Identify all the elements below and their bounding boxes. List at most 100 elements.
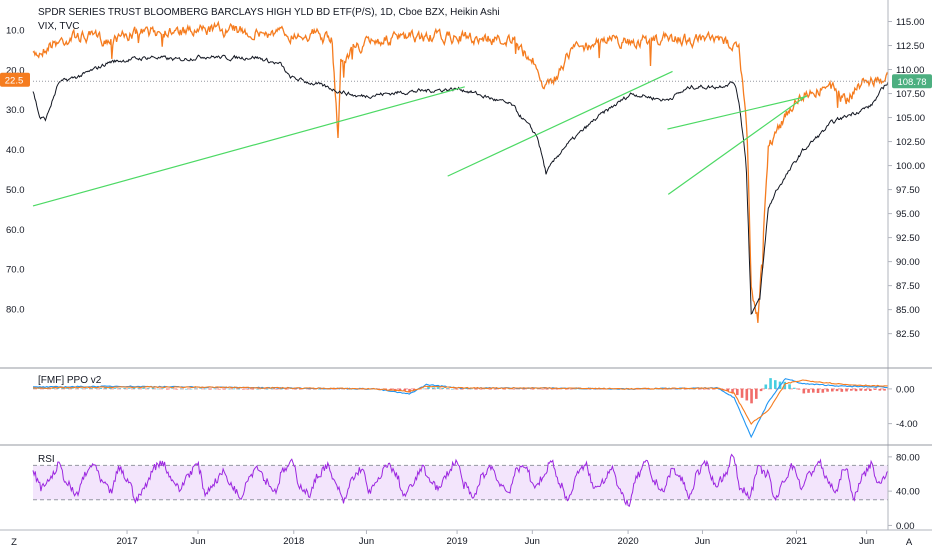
vix-last-badge: 22.5 <box>0 72 30 87</box>
vix-last-badge-text: 22.5 <box>5 75 24 86</box>
ppo-histogram-bar <box>812 388 815 393</box>
ppo-histogram-bar <box>208 388 212 390</box>
time-axis-tick-label: 2020 <box>618 536 639 547</box>
ppo-histogram-bar <box>104 387 107 389</box>
ppo-histogram-bar <box>512 388 516 390</box>
ppo-histogram-bar <box>864 388 867 391</box>
time-axis-tick-label: Jun <box>525 536 540 547</box>
ppo-histogram-bar <box>451 388 454 390</box>
ppo-histogram-bar <box>66 387 69 389</box>
right-axis-tick-label: 112.50 <box>896 41 924 52</box>
ppo-histogram-bar <box>698 388 701 390</box>
auto-scale-toggle[interactable]: A <box>906 537 913 548</box>
time-axis-tick-label: 2018 <box>283 536 304 547</box>
ppo-histogram-bar <box>854 388 858 392</box>
ppo-histogram-bar <box>550 388 554 390</box>
ppo-histogram-bar <box>579 388 582 390</box>
ppo-histogram-bar <box>873 388 877 390</box>
ppo-histogram-bar <box>465 388 468 390</box>
ppo-histogram-bar <box>132 387 136 389</box>
ppo-histogram-bar <box>774 380 777 389</box>
time-axis-tick-label: Jun <box>695 536 710 547</box>
ppo-histogram-bar <box>332 388 335 390</box>
log-scale-toggle[interactable]: Z <box>11 537 17 548</box>
ppo-histogram-bar <box>403 388 407 391</box>
ppo-histogram-bar <box>360 388 364 390</box>
ppo-histogram-bar <box>783 381 787 389</box>
chart-subtitle: VIX, TVC <box>38 21 80 32</box>
right-axis-tick-label: 95.00 <box>896 209 920 220</box>
ppo-histogram-bar <box>546 388 549 390</box>
ppo-histogram-bar <box>61 387 65 389</box>
ppo-histogram-bar <box>707 388 711 390</box>
ppo-histogram-bar <box>408 388 411 393</box>
ppo-histogram-bar <box>156 388 160 390</box>
ppo-histogram-bar <box>541 388 544 390</box>
ppo-histogram-bar <box>736 388 739 396</box>
ppo-histogram-bar <box>199 388 202 389</box>
ppo-histogram-bar <box>37 388 41 389</box>
ppo-histogram-bar <box>75 388 79 389</box>
ppo-histogram-bar <box>655 388 658 390</box>
ppo-histogram-bar <box>446 388 449 389</box>
ppo-histogram-bar <box>33 388 36 389</box>
ppo-histogram-bar <box>569 388 573 390</box>
time-axis-tick-label: Jun <box>359 536 374 547</box>
ppo-histogram-bar <box>636 388 639 390</box>
time-axis-tick-label: Jun <box>859 536 874 547</box>
ppo-histogram-bar <box>731 388 734 394</box>
trendline <box>667 94 808 195</box>
ppo-histogram-bar <box>246 388 250 390</box>
ppo-histogram-bar <box>299 388 302 390</box>
ppo-histogram-bar <box>793 387 796 389</box>
ppo-histogram-bar <box>750 388 753 404</box>
ppo-histogram-bar <box>826 388 829 392</box>
pane-frames <box>0 0 932 531</box>
ppo-histogram-bar <box>536 388 540 389</box>
ppo-histogram-bar <box>845 388 848 392</box>
ppo-histogram-bar <box>56 387 60 389</box>
right-axis-tick-label: 102.50 <box>896 137 925 148</box>
rsi-axis-tick-label: 0.00 <box>896 521 915 532</box>
ppo-histogram-bar <box>303 388 307 389</box>
ppo-histogram-bar <box>807 388 810 393</box>
trendline <box>32 86 465 207</box>
ppo-histogram-bar <box>227 388 231 390</box>
ppo-histogram-bar <box>170 388 174 390</box>
time-axis-tick-label: 2021 <box>786 536 807 547</box>
ppo-histogram-bar <box>702 388 706 390</box>
ppo-histogram-bar <box>280 388 283 390</box>
left-axis-tick-label: 60.0 <box>6 225 25 236</box>
ppo-histogram-bar <box>869 388 872 392</box>
ppo-histogram-bar <box>398 388 402 391</box>
ppo-histogram-bar <box>489 388 492 390</box>
ppo-histogram-bar <box>71 388 74 390</box>
ppo-histogram-bar <box>90 388 93 389</box>
rsi-axis-tick-label: 80.00 <box>896 452 920 463</box>
ppo-histogram-bar <box>137 388 141 389</box>
ppo-histogram-bar <box>531 388 535 390</box>
ppo-histogram-bar <box>313 388 316 390</box>
ppo-histogram-bar <box>840 388 844 392</box>
ppo-histogram-bar <box>394 388 397 392</box>
trendline <box>667 95 807 130</box>
ppo-histogram-bar <box>850 388 853 391</box>
ppo-histogram-bar <box>831 388 834 392</box>
ppo-histogram-bar <box>99 387 103 389</box>
ppo-histogram-bar <box>85 388 88 389</box>
rsi-line <box>32 453 889 507</box>
series-layer <box>32 20 889 507</box>
ppo-histogram-bar <box>275 388 278 390</box>
ppo-histogram-bar <box>318 388 321 390</box>
ppo-histogram-bar <box>522 388 525 390</box>
ppo-histogram-bar <box>821 388 825 393</box>
vix-last-badge-bg <box>0 72 30 87</box>
ppo-histogram-bar <box>436 387 440 389</box>
ppo-histogram-bar <box>123 388 126 389</box>
ppo-histogram-bar <box>740 388 744 398</box>
price-last-badge-bg <box>892 74 932 89</box>
right-axis-tick-label: 115.00 <box>896 17 924 28</box>
ppo-histogram-bar <box>455 388 459 390</box>
ppo-histogram-bar <box>422 388 426 390</box>
